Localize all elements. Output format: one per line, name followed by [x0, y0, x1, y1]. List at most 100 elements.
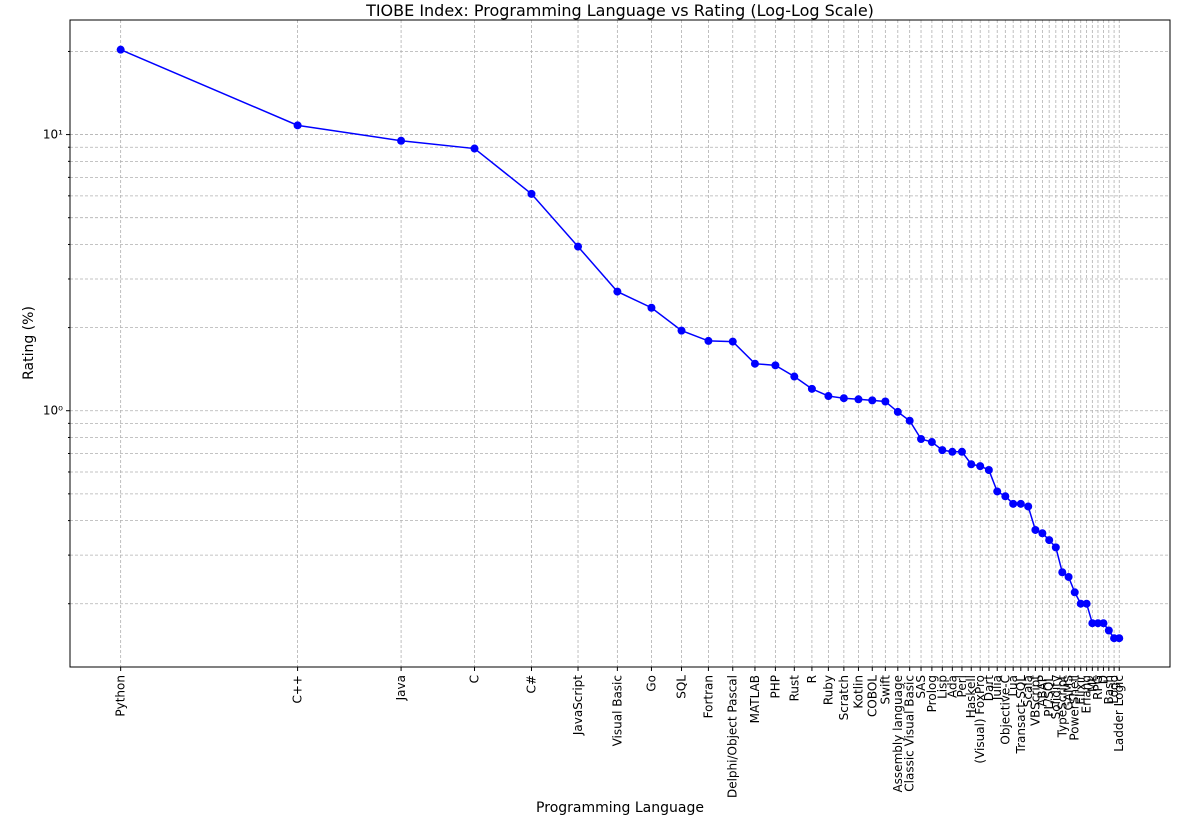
point — [1093, 619, 1102, 628]
x-tick-label: D — [1096, 675, 1110, 684]
point — [613, 287, 622, 296]
x-tick-label: Kotlin — [851, 675, 865, 709]
x-tick-label: Dart — [982, 675, 996, 702]
point — [750, 359, 759, 368]
x-tick-label: Classic Visual Basic — [903, 675, 917, 792]
y-tick-label: 10¹ — [43, 128, 63, 142]
point — [1058, 568, 1067, 577]
x-axis-label: Programming Language — [536, 800, 704, 816]
line — [120, 48, 1120, 639]
point — [470, 144, 479, 153]
point — [790, 372, 799, 381]
x-tick-label: Erlang — [1080, 675, 1094, 713]
point — [893, 407, 902, 416]
x-tick-label: Bash — [1102, 675, 1116, 704]
x-tick-label: MATLAB — [748, 675, 762, 723]
point — [1001, 492, 1010, 501]
point — [1031, 525, 1040, 534]
point — [1070, 588, 1079, 597]
x-tick-label: Transact-SQL — [1014, 675, 1028, 755]
point — [1082, 599, 1091, 608]
x-tick-label: Scala — [1021, 675, 1035, 707]
point — [854, 395, 863, 404]
x-tick-label: Go — [644, 675, 658, 692]
x-tick-label: Julia — [990, 675, 1004, 701]
y-tick-label: 10⁰ — [43, 404, 63, 418]
x-tick-label: (Visual) FoxPro — [973, 675, 987, 764]
x-tick-label: GAMS — [1062, 675, 1076, 710]
x-tick-label: COBOL — [865, 675, 879, 717]
point — [957, 447, 966, 456]
x-tick-label: PL/SQL — [1042, 675, 1056, 717]
x-tick-label: Assembly language — [891, 675, 905, 793]
x-tick-label: Swift — [878, 675, 892, 705]
point — [976, 462, 985, 471]
plot-frame — [69, 19, 1171, 668]
x-tick-label: Elixir — [1074, 675, 1088, 705]
point — [1088, 619, 1097, 628]
point — [704, 336, 713, 345]
x-tick-label: SQL — [675, 675, 689, 699]
y-axis-label: Rating (%) — [21, 306, 37, 380]
point — [728, 337, 737, 346]
point — [917, 434, 926, 443]
point — [1016, 499, 1025, 508]
point — [868, 396, 877, 405]
point — [948, 447, 957, 456]
x-tick-label: Prolog — [925, 675, 939, 712]
point — [677, 326, 686, 335]
point — [116, 45, 125, 54]
point — [1051, 543, 1060, 552]
point — [807, 384, 816, 393]
point — [1024, 502, 1033, 511]
x-tick-label: R — [805, 675, 819, 683]
x-tick-label: Rust — [787, 675, 801, 702]
x-tick-label: Java — [394, 675, 408, 701]
point — [967, 460, 976, 469]
x-tick-label: Haskell — [964, 675, 978, 718]
x-tick-label: Scratch — [837, 675, 851, 720]
point — [574, 242, 583, 251]
point — [824, 392, 833, 401]
chart-title: TIOBE Index: Programming Language vs Rat… — [365, 1, 874, 20]
x-tick-label: Python — [114, 675, 128, 717]
point — [927, 438, 936, 447]
x-tick-label: Ada — [945, 675, 959, 698]
x-tick-label: SAS — [914, 675, 928, 699]
point — [397, 136, 406, 145]
x-tick-label: Fortran — [701, 675, 715, 718]
point — [647, 303, 656, 312]
x-tick-label: Delphi/Object Pascal — [726, 675, 740, 798]
x-tick-label: C — [468, 675, 482, 683]
x-tick-label: PowerShell — [1068, 675, 1082, 741]
x-tick-label: RPG — [1091, 675, 1105, 700]
x-tick-label: Visual Basic — [610, 675, 624, 746]
point — [993, 487, 1002, 496]
x-tick-label: Lua — [1006, 675, 1020, 696]
point — [1104, 626, 1113, 635]
x-tick-label: PHP — [768, 675, 782, 699]
point — [1045, 536, 1054, 545]
point — [1038, 529, 1047, 538]
x-tick-label: Perl — [955, 675, 969, 697]
point — [293, 121, 302, 130]
x-tick-label: Logo — [1107, 675, 1121, 704]
x-tick-label: C# — [524, 675, 538, 693]
point — [905, 416, 914, 425]
x-tick-label: Objective-C — [998, 675, 1012, 745]
point — [984, 465, 993, 474]
x-tick-label: Solidity — [1049, 675, 1063, 719]
x-tick-label: Ladder Logic — [1112, 675, 1126, 752]
x-tick-label: ML — [1085, 675, 1099, 692]
point — [839, 394, 848, 403]
x-tick-label: VBScript — [1028, 675, 1042, 726]
point — [881, 397, 890, 406]
x-tick-label: Lisp — [935, 675, 949, 699]
point — [527, 189, 536, 198]
x-tick-label: TypeScript — [1055, 675, 1069, 739]
point — [771, 361, 780, 370]
point — [1076, 599, 1085, 608]
x-tick-label: Ruby — [821, 675, 835, 705]
point — [1099, 619, 1108, 628]
